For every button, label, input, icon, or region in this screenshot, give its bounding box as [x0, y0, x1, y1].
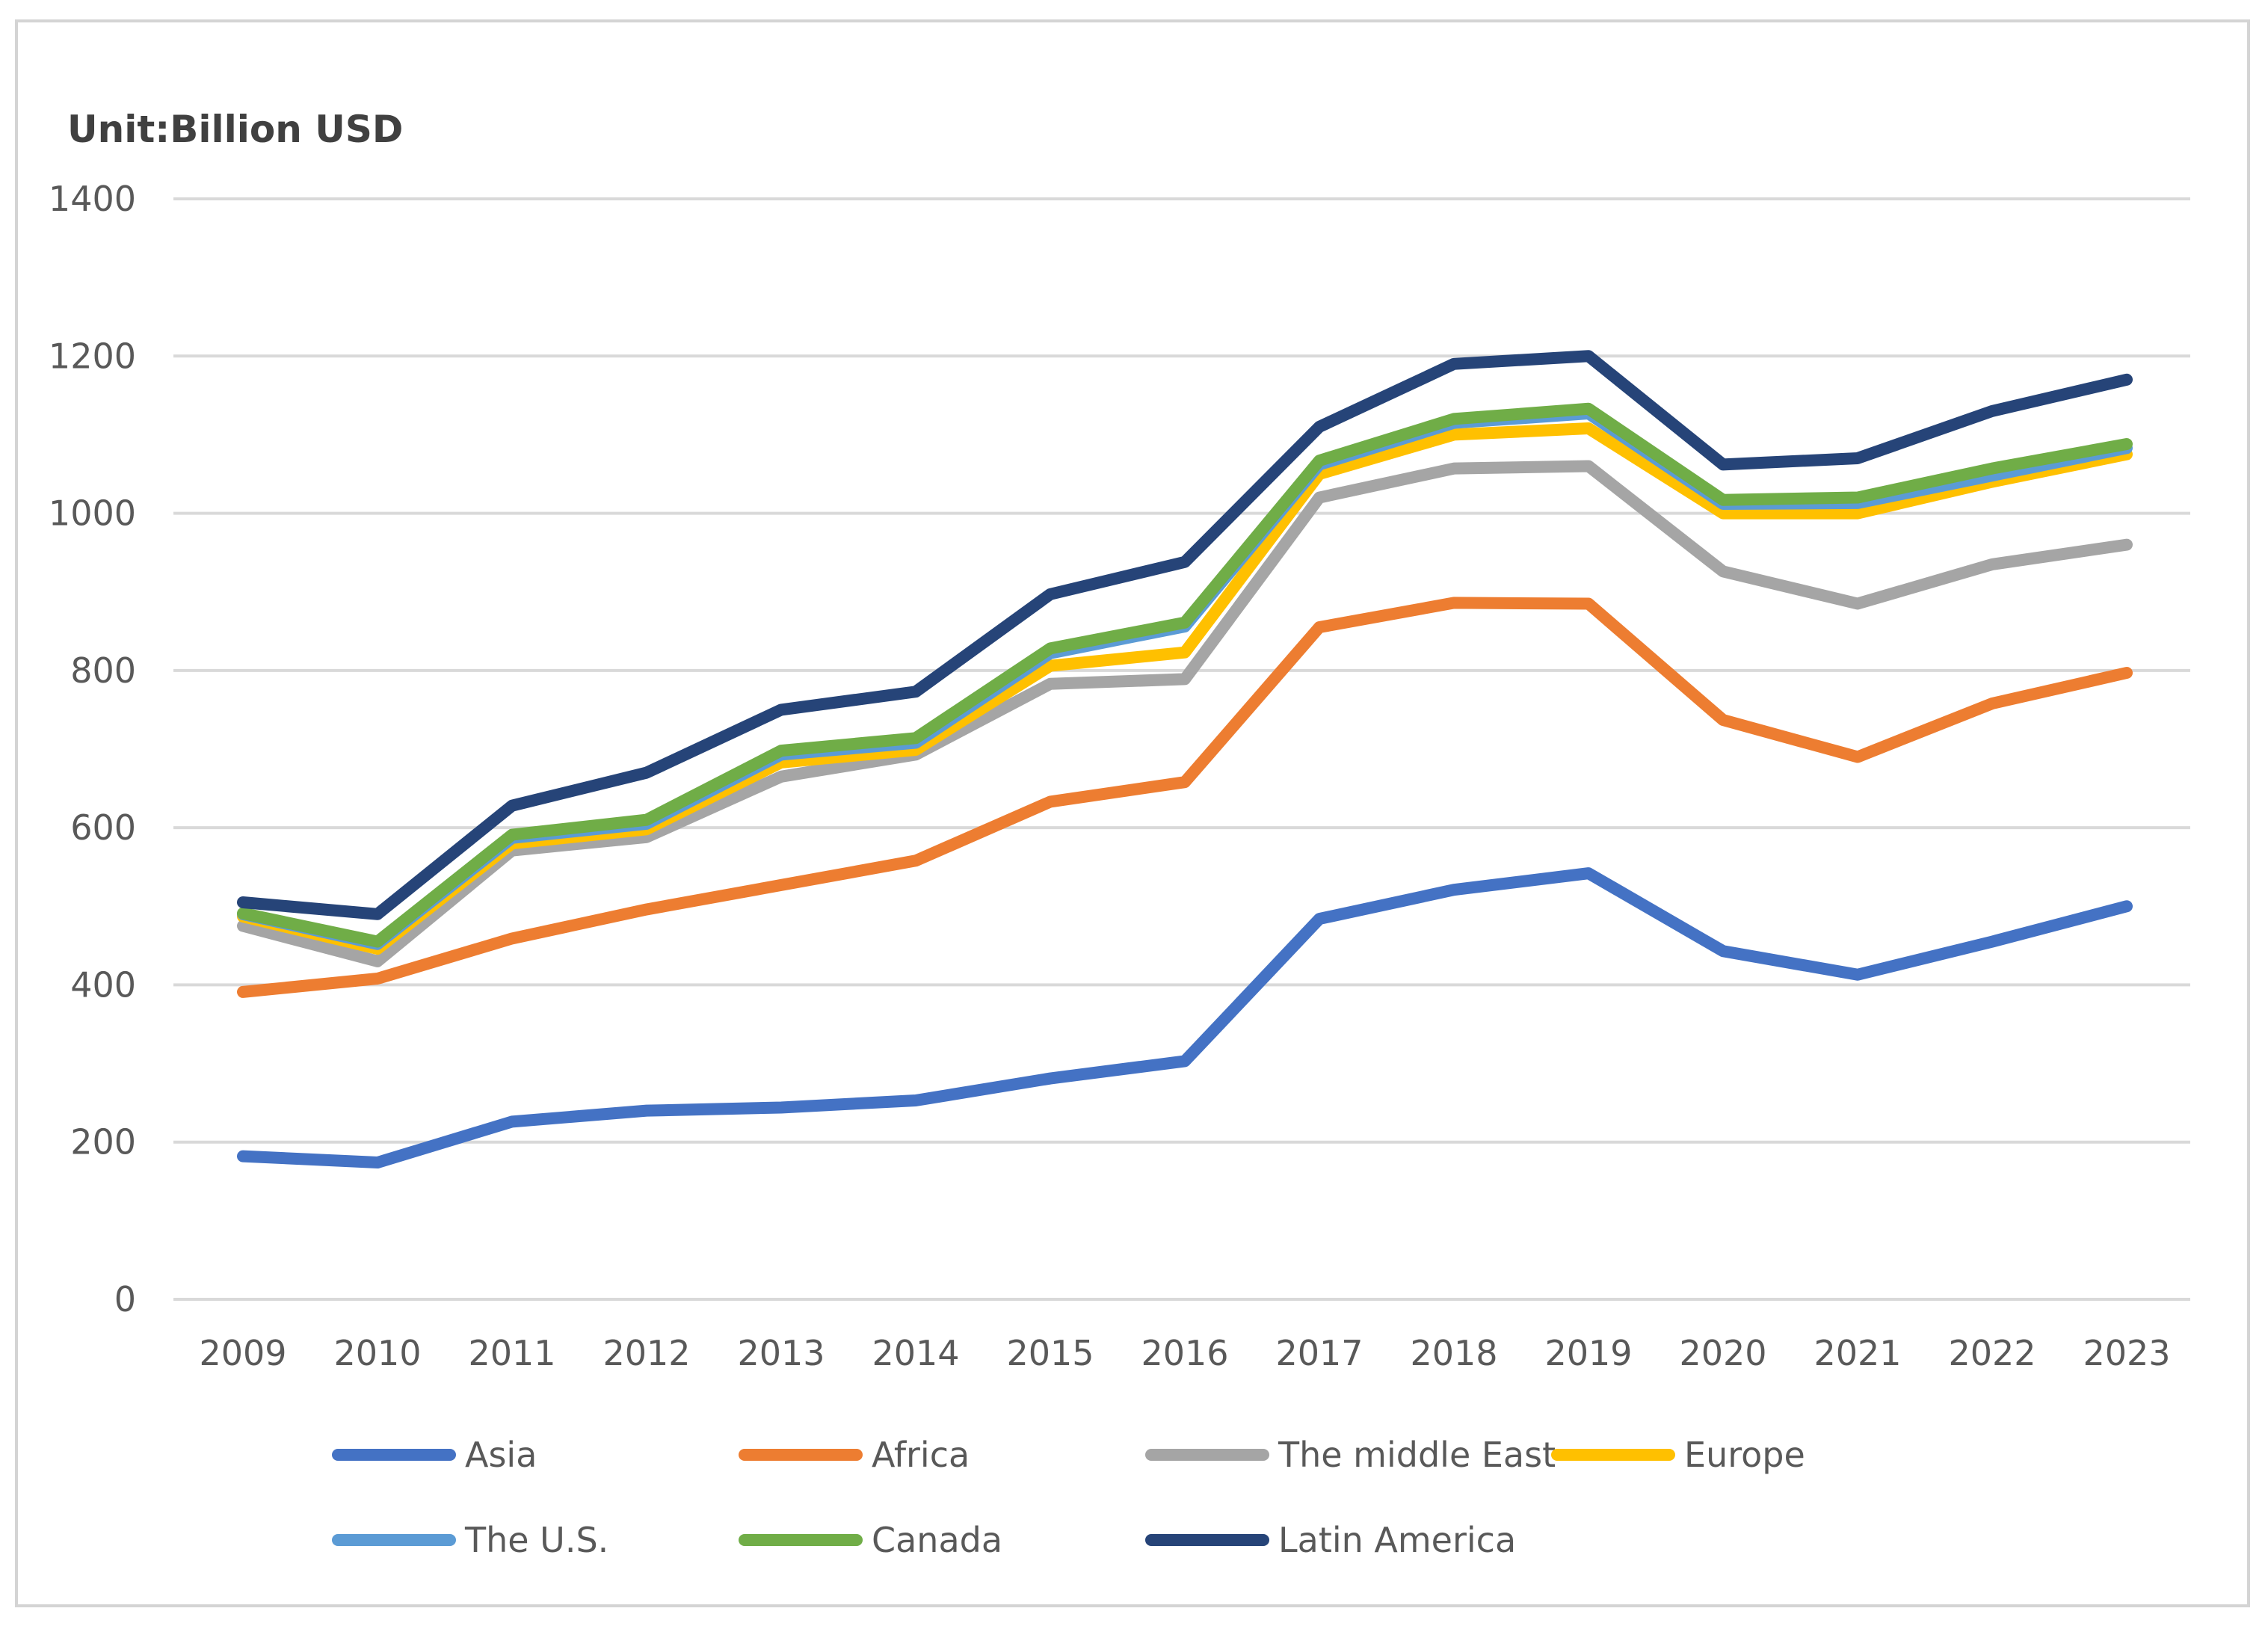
- x-tick-label: 2015: [1006, 1333, 1094, 1373]
- x-tick-label: 2019: [1544, 1333, 1632, 1373]
- y-tick-label: 600: [70, 807, 136, 848]
- series-line-canada: [237, 402, 2133, 948]
- x-tick-label: 2011: [468, 1333, 555, 1373]
- y-tick-label: 1400: [49, 179, 136, 219]
- x-tick-label: 2021: [1814, 1333, 1901, 1373]
- legend-label-asia: Asia: [465, 1435, 537, 1475]
- x-tick-label: 2016: [1141, 1333, 1228, 1373]
- y-tick-label: 200: [70, 1122, 136, 1162]
- y-tick-label: 800: [70, 650, 136, 691]
- series-line-asia: [237, 867, 2133, 1169]
- x-tick-label: 2009: [199, 1333, 286, 1373]
- legend-label-africa: Africa: [872, 1435, 970, 1475]
- x-tick-label: 2020: [1679, 1333, 1766, 1373]
- legend-label-canada: Canada: [872, 1520, 1002, 1560]
- x-tick-label: 2017: [1275, 1333, 1363, 1373]
- y-tick-label: 400: [70, 964, 136, 1005]
- x-tick-label: 2014: [872, 1333, 959, 1373]
- x-axis-ticks: 2009 2010 2011 2012 2013 2014 2015 2016 2017 2018…: [199, 1333, 2170, 1373]
- y-tick-label: 0: [114, 1279, 136, 1319]
- legend-label-the-middle-east: The middle East: [1278, 1435, 1556, 1475]
- series-lines: [237, 350, 2133, 1169]
- x-tick-label: 2022: [1948, 1333, 2036, 1373]
- x-tick-label: 2012: [603, 1333, 690, 1373]
- y-tick-label: 1000: [49, 493, 136, 534]
- legend-label-latin-america: Latin America: [1278, 1520, 1516, 1560]
- x-tick-label: 2023: [2083, 1333, 2170, 1373]
- series-line-latin-america: [237, 350, 2133, 920]
- legend: Asia Africa The middle East Europe The U.S. C…: [332, 1435, 1805, 1560]
- chart-frame: [15, 19, 2250, 1607]
- chart-title: Unit:Billion USD: [67, 108, 403, 151]
- legend-label-the-u-s: The U.S.: [464, 1520, 608, 1560]
- x-tick-label: 2018: [1410, 1333, 1497, 1373]
- x-tick-label: 2013: [737, 1333, 825, 1373]
- y-axis-ticks: 0 200 400 600 800 1000 1200 1400: [49, 179, 136, 1319]
- legend-label-europe: Europe: [1684, 1435, 1805, 1475]
- x-tick-label: 2010: [333, 1333, 421, 1373]
- series-line-africa: [237, 597, 2133, 998]
- series-line-the-middle-east: [237, 460, 2133, 967]
- y-tick-label: 1200: [49, 336, 136, 376]
